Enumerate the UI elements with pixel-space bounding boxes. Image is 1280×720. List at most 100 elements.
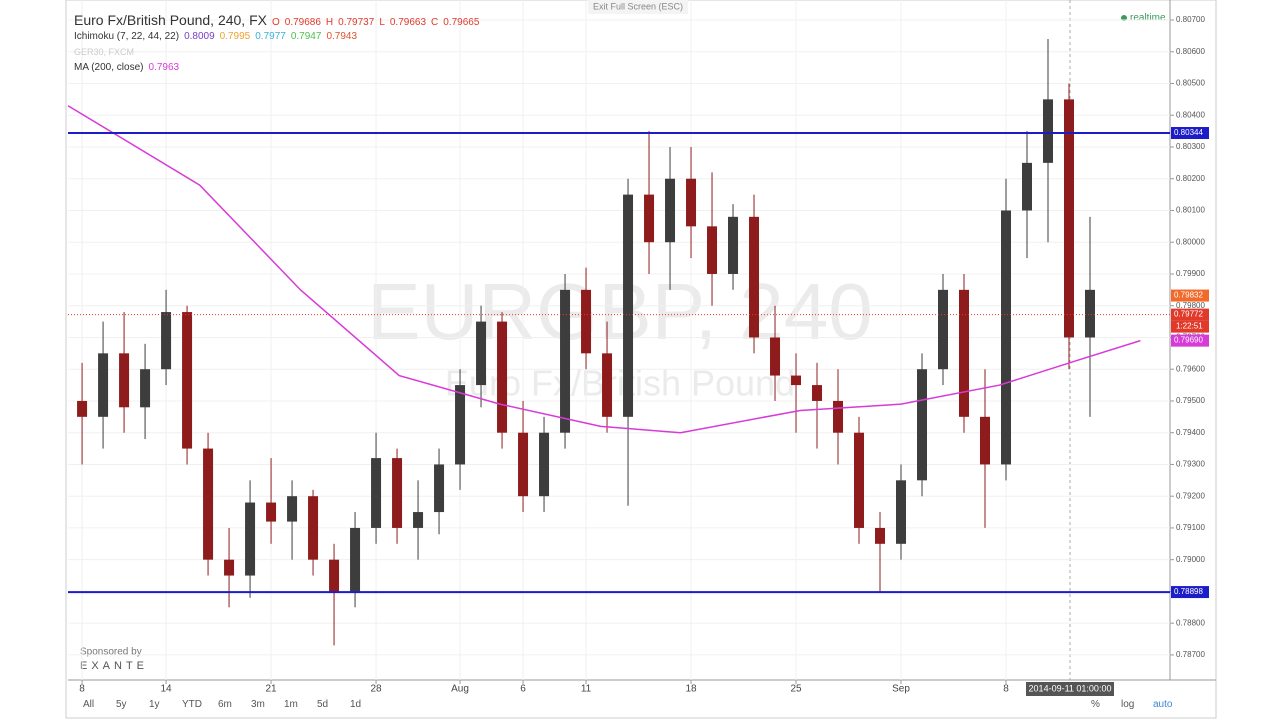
candle-body	[308, 496, 319, 560]
range-button[interactable]: 5y	[116, 699, 127, 710]
ichimoku-value: 0.7977	[255, 31, 286, 42]
exit-label[interactable]: Exit Full Screen (ESC)	[593, 1, 683, 11]
y-tick-label: 0.79600	[1176, 364, 1205, 373]
y-tick-label: 0.80700	[1176, 15, 1205, 24]
candle-body	[665, 178, 676, 243]
level-label: 0.78898	[1174, 587, 1203, 596]
candle-body	[98, 353, 109, 417]
candle-body	[119, 353, 130, 408]
candle-body	[875, 527, 886, 544]
x-tick-label: Sep	[892, 684, 910, 695]
range-button[interactable]: 6m	[218, 699, 232, 710]
range-button[interactable]: All	[83, 699, 95, 710]
legend-main: Euro Fx/British Pound, 240, FX O 0.79686 H 0…	[74, 12, 489, 28]
symbol: Euro Fx/British Pound, 240, FX	[74, 12, 267, 28]
sponsor-name: EXANTE	[80, 660, 148, 672]
price-label: 0.79772	[1174, 310, 1203, 319]
y-tick-label: 0.79900	[1176, 269, 1205, 278]
y-tick-label: 0.79200	[1176, 491, 1205, 500]
range-button[interactable]: 1y	[149, 699, 160, 710]
cursor-time: 2014-09-11 01:00:00	[1029, 683, 1112, 693]
range-button[interactable]: 3m	[251, 699, 265, 710]
candle-body	[791, 375, 802, 386]
x-tick-label: 21	[265, 684, 277, 695]
candle-body	[686, 178, 697, 227]
candle-body	[182, 312, 193, 449]
candle-body	[497, 321, 508, 433]
candle-body	[1063, 99, 1074, 338]
price-tag	[1171, 308, 1209, 321]
x-tick-label: Aug	[451, 684, 469, 695]
scale-button[interactable]: auto	[1153, 699, 1173, 710]
y-tick-label: 0.79800	[1176, 301, 1205, 310]
candle-body	[287, 496, 298, 522]
ohlc-item: 0.79665	[443, 17, 480, 28]
x-tick-label: 28	[370, 684, 382, 695]
y-tick-label: 0.79000	[1176, 555, 1205, 564]
candle-body	[1042, 99, 1053, 163]
candle-body	[329, 559, 340, 592]
x-tick-label: 8	[1003, 684, 1009, 695]
candle-body	[623, 194, 634, 417]
y-tick-label: 0.79100	[1176, 523, 1205, 532]
ma-line	[67, 105, 1141, 434]
scale-button[interactable]: %	[1091, 699, 1100, 710]
candle-body	[77, 400, 88, 417]
candle-body	[1022, 162, 1033, 211]
candle-body	[224, 559, 235, 576]
sponsor-by: Sponsored by	[80, 647, 142, 658]
candle-body	[1084, 289, 1095, 338]
candle-body	[959, 289, 970, 417]
realtime: realtime	[1130, 13, 1166, 24]
ichimoku-value: 0.7947	[290, 31, 322, 42]
ohlc-item: H	[325, 17, 334, 28]
candle-body	[917, 369, 928, 481]
x-tick-label: 14	[161, 684, 173, 695]
y-tick-label: 0.79400	[1176, 428, 1205, 437]
candle-body	[602, 353, 613, 417]
candle-body	[938, 289, 949, 370]
candle-body	[392, 458, 403, 528]
y-tick-label: 0.79300	[1176, 460, 1205, 469]
candle-body	[266, 502, 277, 522]
y-tick-label: 0.80600	[1176, 47, 1205, 56]
y-tick-label: 0.78800	[1176, 618, 1205, 627]
candle-body	[518, 432, 529, 497]
range-button[interactable]: YTD	[182, 699, 202, 710]
price-tag	[1171, 334, 1209, 347]
price-label: 0.79690	[1174, 336, 1203, 345]
candle-body	[203, 448, 214, 560]
cursor-time-box	[1026, 682, 1114, 696]
candle-body	[371, 458, 382, 528]
scale-button[interactable]: log	[1121, 699, 1135, 710]
candle-body	[245, 502, 256, 576]
range-button[interactable]: 1d	[350, 699, 362, 710]
candle-body	[476, 321, 487, 386]
countdown: 1:22:51	[1176, 322, 1203, 331]
candle-body	[560, 289, 571, 433]
x-tick-label: 11	[581, 684, 592, 695]
ohlc-item: 0.79663	[389, 17, 427, 28]
y-tick-label: 0.80200	[1176, 174, 1205, 183]
ohlc-item: C	[431, 17, 439, 28]
y-tick-label: 0.79500	[1176, 396, 1205, 405]
legend-ichimoku: Ichimoku (7, 22, 44, 22) 0.8009 0.7995 0.79…	[74, 31, 362, 42]
plot	[67, 0, 1170, 680]
candle-body	[413, 512, 424, 528]
candle-body	[833, 400, 844, 433]
ichimoku-value: 0.7943	[326, 31, 358, 42]
ohlc-item: 0.79686	[284, 17, 321, 28]
range-button[interactable]: 5d	[317, 699, 329, 710]
candle-body	[434, 464, 445, 513]
ichimoku-value: 0.7995	[219, 31, 251, 42]
candle-body	[161, 312, 172, 370]
x-tick-label: 18	[685, 684, 697, 695]
candle-body	[707, 226, 718, 274]
y-tick-label: 0.80000	[1176, 237, 1205, 246]
x-tick-label: 8	[79, 684, 85, 695]
candle-body	[749, 216, 760, 338]
range-button[interactable]: 1m	[284, 699, 298, 710]
ma-value: 0.7963	[148, 62, 180, 73]
exit-button[interactable]	[588, 0, 688, 14]
